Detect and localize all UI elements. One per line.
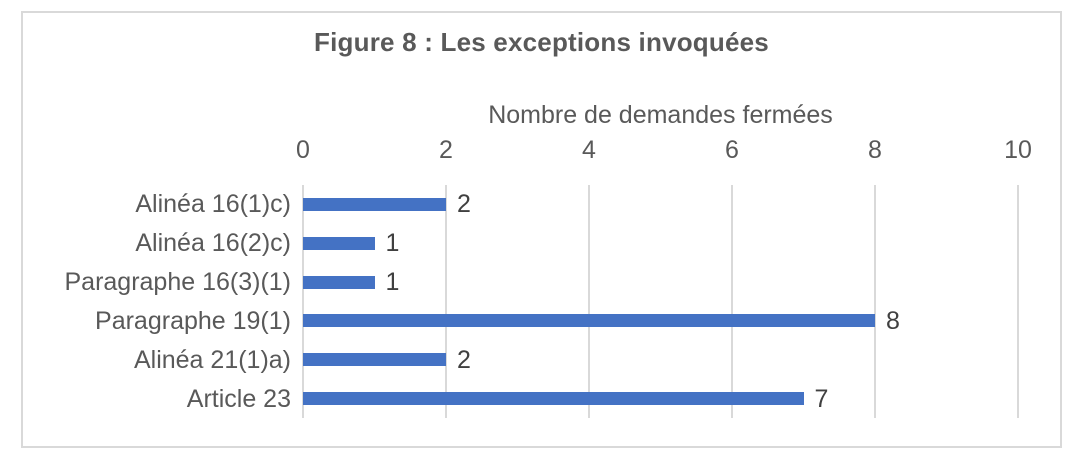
x-axis-title: Nombre de demandes fermées bbox=[488, 101, 833, 129]
bar bbox=[303, 275, 375, 289]
vertical-gridline bbox=[731, 185, 733, 418]
x-tick-label: 10 bbox=[1004, 136, 1032, 164]
data-label: 2 bbox=[457, 190, 471, 219]
x-tick-label: 8 bbox=[868, 136, 882, 164]
category-label: Alinéa 16(1)c) bbox=[135, 190, 291, 219]
x-tick-label: 4 bbox=[582, 136, 596, 164]
bar bbox=[303, 314, 875, 328]
x-tick-label: 0 bbox=[296, 136, 310, 164]
data-label: 1 bbox=[385, 268, 400, 297]
vertical-gridline bbox=[874, 185, 876, 418]
bar bbox=[303, 197, 446, 211]
x-tick-label: 2 bbox=[439, 136, 453, 164]
data-label: 8 bbox=[886, 306, 900, 335]
bar bbox=[303, 392, 804, 406]
data-label: 1 bbox=[385, 229, 400, 258]
vertical-gridline bbox=[588, 185, 590, 418]
vertical-gridline bbox=[445, 185, 447, 418]
vertical-gridline bbox=[1017, 185, 1019, 418]
data-label: 2 bbox=[457, 345, 471, 374]
data-label: 7 bbox=[814, 384, 829, 413]
vertical-gridline bbox=[302, 185, 304, 418]
bar bbox=[303, 353, 446, 367]
category-label: Alinéa 21(1)a) bbox=[133, 345, 291, 374]
category-label: Paragraphe 19(1) bbox=[95, 306, 291, 335]
bar bbox=[303, 236, 375, 250]
category-label: Alinéa 16(2)c) bbox=[135, 229, 291, 258]
x-tick-label: 6 bbox=[725, 136, 739, 164]
chart-title: Figure 8 : Les exceptions invoquées bbox=[314, 27, 769, 57]
category-label: Article 23 bbox=[186, 384, 291, 413]
figure-8-chart: Figure 8 : Les exceptions invoquées Nomb… bbox=[21, 11, 1062, 448]
category-label: Paragraphe 16(3)(1) bbox=[64, 268, 291, 297]
